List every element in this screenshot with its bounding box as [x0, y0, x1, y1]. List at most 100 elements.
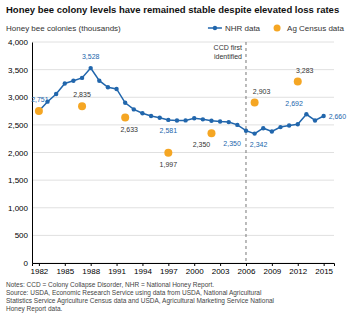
x-tick-mark — [117, 263, 118, 266]
chart: Honey bee colony levels have remained st… — [0, 0, 350, 315]
title: Honey bee colony levels have remained st… — [6, 4, 339, 15]
line-marker — [80, 76, 84, 80]
x-tick: 2012 — [289, 263, 307, 276]
line-marker — [88, 66, 92, 70]
line-marker — [252, 131, 256, 135]
annotation: 2,633 — [120, 126, 138, 133]
y-tick: 1,500 — [8, 176, 32, 185]
y-tick: 3,500 — [8, 66, 32, 75]
x-tick: 1997 — [160, 263, 178, 276]
x-tick-mark — [298, 263, 299, 266]
legend-swatch — [274, 25, 281, 32]
x-tick-mark — [272, 263, 273, 266]
annotation: 2,692 — [285, 100, 303, 107]
line-marker — [175, 118, 179, 122]
x-tick-label: 2000 — [186, 267, 204, 276]
y-axis: 05001,0001,5002,0002,5003,0003,5004,000 — [8, 38, 33, 268]
y-tick-label: 3,500 — [8, 66, 29, 75]
x-tick: 1991 — [108, 263, 126, 276]
reference-label-line: CCD first — [214, 44, 242, 51]
line-marker — [192, 116, 196, 120]
x-tick-label: 2015 — [315, 267, 333, 276]
scatter-point — [121, 114, 129, 122]
y-tick-label: 1,500 — [8, 176, 29, 185]
x-axis-line — [33, 264, 335, 267]
line-marker — [278, 125, 282, 129]
x-tick: 2009 — [263, 263, 281, 276]
line-marker — [71, 78, 75, 82]
note-line: Notes: CCD = Colony Collapse Disorder, N… — [6, 281, 214, 289]
y-tick: 3,000 — [8, 93, 32, 102]
annotation: 3,283 — [296, 67, 314, 74]
scatter-point — [164, 149, 172, 157]
series-line — [39, 68, 324, 134]
legend-item: NHR data — [208, 24, 261, 33]
x-tick: 1994 — [134, 263, 152, 276]
annotation: 3,528 — [82, 53, 100, 60]
plot-marks — [35, 42, 326, 263]
line-marker — [287, 123, 291, 127]
note: Notes: CCD = Colony Collapse Disorder, N… — [6, 281, 275, 313]
y-tick: 4,000 — [8, 38, 32, 47]
y-tick: 2,000 — [8, 149, 32, 158]
grid — [32, 42, 334, 263]
x-tick-label: 2003 — [212, 267, 230, 276]
annotation: 2,342 — [250, 141, 268, 148]
line-marker — [106, 85, 110, 89]
note-line: Source: USDA, Economic Research Service … — [6, 289, 262, 297]
y-grid-line — [32, 152, 334, 153]
y-grid-line — [32, 207, 334, 208]
annotation: 2,835 — [73, 91, 91, 98]
labels: CCD firstidentified2,7513,5282,5812,3422… — [31, 44, 346, 168]
x-tick-label: 1991 — [108, 267, 126, 276]
y-tick: 2,500 — [8, 121, 32, 130]
x-tick-label: 1994 — [134, 267, 152, 276]
y-tick-label: 2,500 — [8, 121, 29, 130]
line-marker — [54, 92, 58, 96]
x-tick-mark — [168, 263, 169, 266]
line-marker — [201, 117, 205, 121]
x-tick: 2003 — [212, 263, 230, 276]
x-tick-label: 2006 — [238, 267, 256, 276]
x-tick-mark — [39, 263, 40, 266]
y-grid-line — [32, 235, 334, 236]
scatter-point — [251, 99, 259, 107]
annotation: 1,997 — [160, 161, 178, 168]
x-tick-mark — [324, 263, 325, 266]
y-tick-label: 2,000 — [8, 149, 29, 158]
annotation: 2,350 — [193, 141, 211, 148]
line-marker — [97, 78, 101, 82]
legend: NHR data Ag Census data — [208, 24, 345, 33]
line-marker — [244, 128, 248, 132]
annotation: 2,581 — [160, 127, 178, 134]
y-tick-label: 0 — [24, 259, 29, 268]
line-marker — [63, 81, 67, 85]
line-marker — [209, 119, 213, 123]
line-marker — [235, 123, 239, 127]
legend-item: Ag Census data — [274, 24, 345, 33]
scatter-point — [294, 78, 302, 86]
y-axis-line — [32, 43, 33, 264]
y-grid-line — [32, 69, 334, 70]
x-tick-label: 2012 — [289, 267, 307, 276]
x-tick: 2006 — [238, 263, 256, 276]
y-grid-line — [32, 42, 334, 43]
x-tick-label: 1997 — [160, 267, 178, 276]
annotation: 2,903 — [253, 88, 271, 95]
x-tick-label: 1988 — [82, 267, 100, 276]
line-marker — [296, 122, 300, 126]
x-tick-mark — [194, 263, 195, 266]
x-tick-label: 2009 — [263, 267, 281, 276]
legend-swatch-marker — [213, 26, 217, 30]
line-marker — [304, 112, 308, 116]
line-marker — [140, 111, 144, 115]
x-tick: 2000 — [186, 263, 204, 276]
reference-label: CCD firstidentified — [214, 44, 242, 60]
x-tick-label: 1985 — [56, 267, 74, 276]
y-grid-line — [32, 180, 334, 181]
y-tick: 0 — [24, 259, 32, 268]
y-axis-title: Honey bee colonies (thousands) — [6, 24, 121, 33]
x-tick-mark — [142, 263, 143, 266]
x-tick-mark — [91, 263, 92, 266]
line-marker — [149, 114, 153, 118]
